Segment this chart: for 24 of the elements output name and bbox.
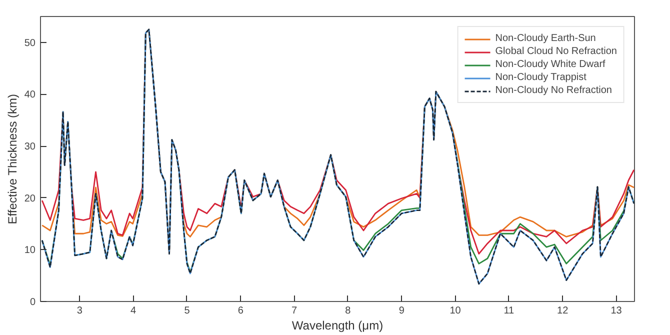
legend-label: Non-Cloudy Trappist bbox=[495, 72, 586, 83]
x-tick-label: 6 bbox=[238, 306, 244, 316]
y-tick-label: 50 bbox=[24, 38, 36, 49]
x-tick-label: 10 bbox=[450, 306, 462, 316]
legend-label: Non-Cloudy No Refraction bbox=[495, 85, 612, 96]
x-tick-label: 9 bbox=[398, 306, 405, 316]
x-tick-label: 4 bbox=[130, 306, 137, 316]
y-tick-label: 10 bbox=[24, 245, 36, 256]
x-tick-label: 5 bbox=[184, 306, 190, 316]
y-tick-label: 40 bbox=[24, 90, 36, 101]
y-axis-title: Effective Thickness (km) bbox=[5, 94, 20, 224]
x-tick-label: 12 bbox=[557, 306, 569, 316]
x-tick-label: 3 bbox=[76, 306, 83, 316]
legend-label: Global Cloud No Refraction bbox=[495, 46, 617, 57]
y-tick-label: 30 bbox=[24, 142, 36, 153]
legend-label: Non-Cloudy White Dwarf bbox=[495, 59, 606, 70]
x-tick-label: 8 bbox=[345, 306, 352, 316]
y-tick-label: 0 bbox=[30, 297, 36, 308]
x-tick-label: 11 bbox=[504, 306, 515, 316]
x-axis-title: Wavelength (μm) bbox=[292, 318, 384, 332]
legend-label: Non-Cloudy Earth-Sun bbox=[495, 33, 596, 44]
x-tick-label: 7 bbox=[292, 306, 298, 316]
x-tick-label: 13 bbox=[610, 306, 622, 316]
y-tick-label: 20 bbox=[24, 193, 36, 204]
